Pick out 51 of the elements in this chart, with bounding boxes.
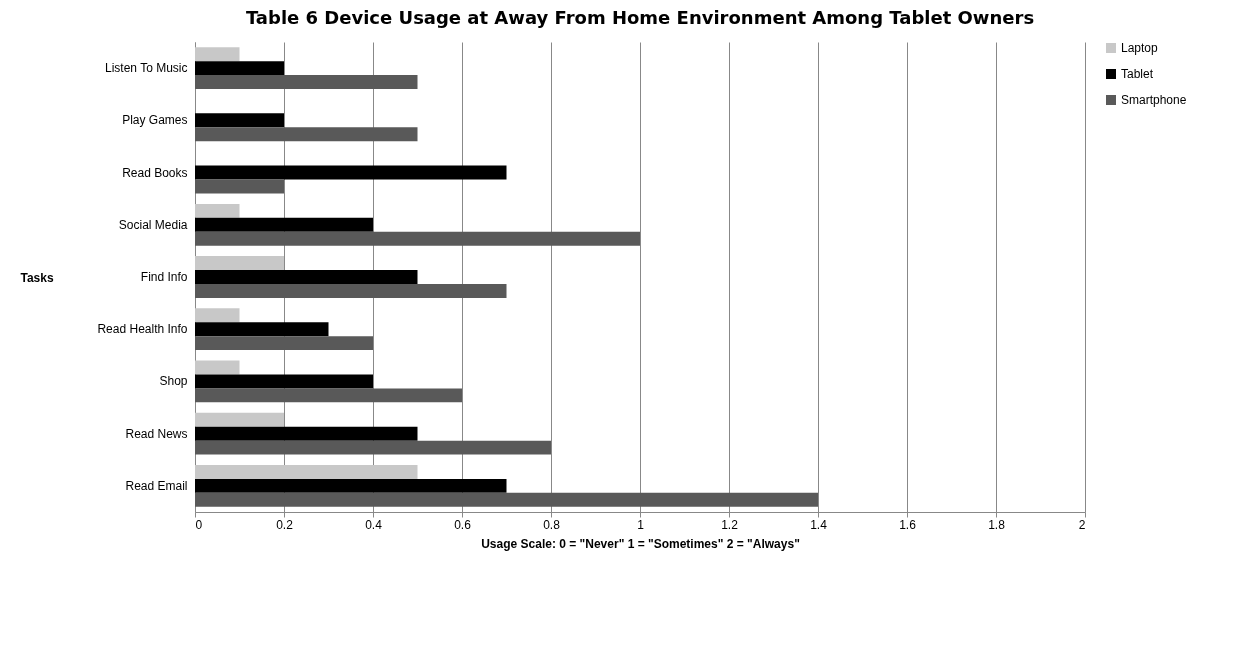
bar bbox=[195, 478, 507, 493]
y-tick-label: Read Health Info bbox=[97, 322, 188, 337]
chart-title: Table 6 Device Usage at Away From Home Environment Among Tablet Owners bbox=[245, 7, 1035, 28]
bar bbox=[195, 308, 240, 323]
bar bbox=[195, 61, 284, 76]
bar bbox=[195, 203, 240, 218]
x-axis-title: Usage Scale: 0 = "Never" 1 = "Sometimes" 2 = "Always" bbox=[481, 536, 800, 551]
x-tick-label: 0.4 bbox=[365, 517, 383, 532]
x-tick-label: 2 bbox=[1078, 517, 1086, 532]
bar bbox=[195, 388, 462, 403]
bar bbox=[195, 231, 640, 246]
bar bbox=[195, 179, 284, 194]
legend-label: Tablet bbox=[1121, 67, 1154, 81]
x-tick-label: 1 bbox=[637, 517, 645, 532]
bar bbox=[195, 270, 418, 284]
y-tick-label: Read Books bbox=[122, 165, 188, 180]
bar bbox=[195, 440, 551, 455]
bar bbox=[195, 492, 818, 507]
bar bbox=[195, 412, 284, 427]
x-tick-label: 0.2 bbox=[276, 517, 294, 532]
bar bbox=[195, 217, 373, 232]
bar bbox=[195, 47, 240, 62]
y-tick-label: Read Email bbox=[125, 478, 188, 493]
bar bbox=[195, 75, 418, 89]
bar bbox=[195, 127, 418, 142]
y-tick-label: Find Info bbox=[140, 270, 188, 284]
bar bbox=[195, 374, 373, 389]
y-axis-title: Tasks bbox=[20, 270, 54, 285]
bar bbox=[195, 113, 284, 128]
bar bbox=[195, 465, 418, 479]
bar bbox=[195, 336, 373, 351]
x-tick-label: 1.8 bbox=[988, 517, 1006, 532]
x-tick-label: 1.2 bbox=[721, 517, 739, 532]
y-tick-label: Social Media bbox=[118, 217, 188, 232]
x-tick-label: 0.6 bbox=[454, 517, 472, 532]
bar bbox=[195, 283, 507, 298]
legend-label: Laptop bbox=[1121, 41, 1159, 55]
legend-label: Smartphone bbox=[1121, 93, 1187, 107]
bar bbox=[195, 256, 284, 271]
y-tick-label: Listen To Music bbox=[105, 61, 188, 76]
bar bbox=[195, 426, 418, 441]
x-tick-label: 1.4 bbox=[810, 517, 828, 532]
y-tick-label: Shop bbox=[159, 374, 188, 389]
x-tick-label: 0.8 bbox=[543, 517, 561, 532]
y-tick-label: Read News bbox=[125, 426, 188, 441]
x-tick-label: 1.6 bbox=[899, 517, 917, 532]
x-tick-label: 0 bbox=[195, 517, 203, 532]
bar bbox=[195, 360, 240, 375]
bar bbox=[195, 165, 507, 180]
bar bbox=[195, 322, 329, 337]
y-tick-label: Play Games bbox=[122, 113, 188, 128]
